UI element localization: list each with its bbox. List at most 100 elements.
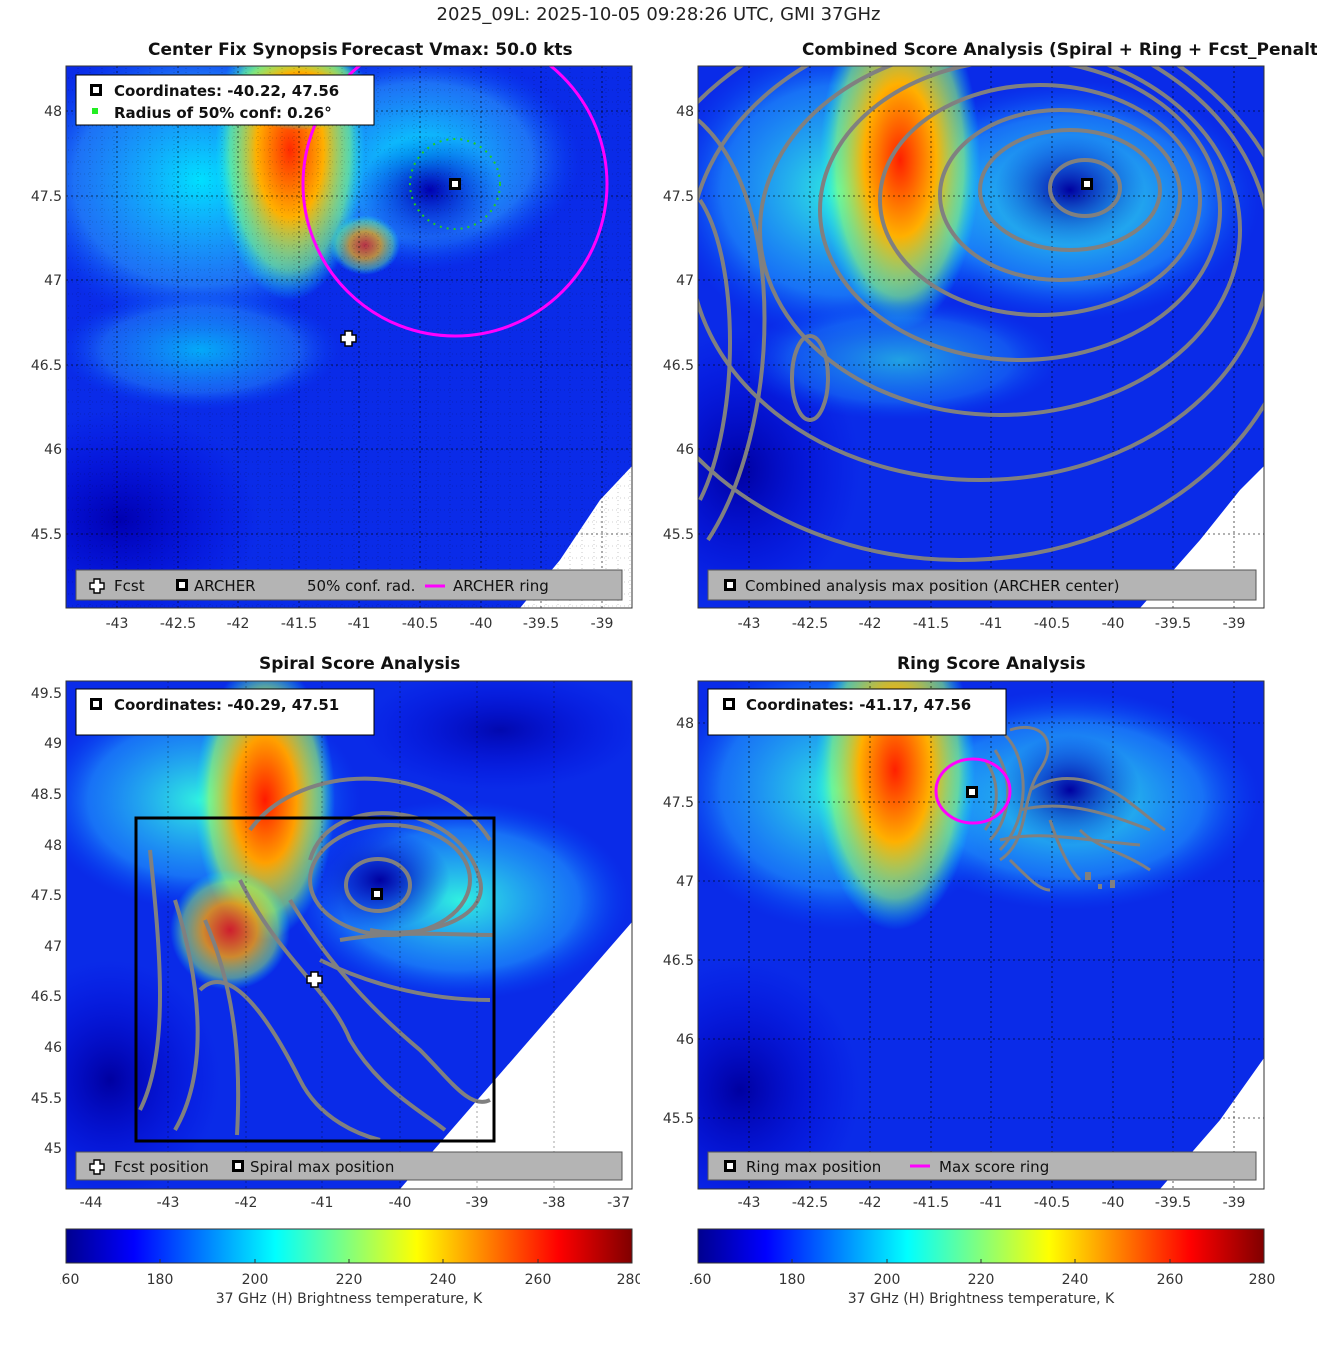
y-tick: 46 xyxy=(676,442,694,458)
y-tick: 46.5 xyxy=(663,953,694,969)
y-tick: 45.5 xyxy=(31,527,62,543)
ring-coordinates: Coordinates: -41.17, 47.56 xyxy=(746,696,971,714)
x-tick: -41 xyxy=(980,1195,1003,1211)
spiral-panel: Coordinates: -40.29, 47.51 Fcst position… xyxy=(31,680,633,1211)
colorbar-tick: 240 xyxy=(430,1272,457,1288)
x-tick: -39.5 xyxy=(1155,616,1191,632)
spiral-y-ticks: 49.5 49 48.5 48 47.5 47 46.5 46 45.5 45 xyxy=(31,686,62,1157)
y-tick: 49 xyxy=(44,736,62,752)
x-tick: -40.5 xyxy=(1034,1195,1070,1211)
y-tick: 47.5 xyxy=(31,189,62,205)
synopsis-vmax-title: Forecast Vmax: 50.0 kts xyxy=(341,40,573,60)
combined-panel: Combined analysis max position (ARCHER c… xyxy=(663,65,1265,632)
colorbar-tick: 280 xyxy=(617,1272,640,1288)
y-tick: 47 xyxy=(676,874,694,890)
colorbar-right: 160 180 200 220 240 260 280 xyxy=(690,1228,1276,1288)
x-tick: -43 xyxy=(157,1195,180,1211)
combined-score-contours xyxy=(698,66,1264,562)
x-tick: -39 xyxy=(591,616,614,632)
spiral-coordinates: Coordinates: -40.29, 47.51 xyxy=(114,696,339,714)
colorbar-tick: 280 xyxy=(1249,1272,1276,1288)
synopsis-info-box: Coordinates: -40.22, 47.56 Radius of 50%… xyxy=(75,74,375,126)
x-tick: -43 xyxy=(738,1195,761,1211)
x-tick: -44 xyxy=(80,1195,103,1211)
x-tick: -40.5 xyxy=(1034,616,1070,632)
synopsis-x-ticks: -43 -42.5 -42 -41.5 -41 -40.5 -40 -39.5 … xyxy=(106,616,614,632)
x-tick: -42 xyxy=(859,616,882,632)
y-tick: 47 xyxy=(44,273,62,289)
y-tick: 46.5 xyxy=(31,989,62,1005)
y-tick: 48 xyxy=(44,838,62,854)
x-tick: -41.5 xyxy=(281,616,317,632)
y-tick: 46 xyxy=(44,1040,62,1056)
synopsis-legend: Fcst ARCHER 50% conf. rad. ARCHER ring xyxy=(75,569,623,601)
x-tick: -41 xyxy=(311,1195,334,1211)
y-tick: 46 xyxy=(676,1032,694,1048)
colorbar-left-label: 37 GHz (H) Brightness temperature, K xyxy=(215,1291,483,1307)
y-tick: 48.5 xyxy=(31,787,62,803)
x-tick: -43 xyxy=(738,616,761,632)
synopsis-panel: Coordinates: -40.22, 47.56 Radius of 50%… xyxy=(31,65,633,632)
grid-lines xyxy=(66,66,632,608)
x-tick: -42.5 xyxy=(160,616,196,632)
combined-title: Combined Score Analysis (Spiral + Ring +… xyxy=(802,40,1317,60)
archer-ring xyxy=(301,66,609,338)
y-tick: 48 xyxy=(676,104,694,120)
x-tick: -41.5 xyxy=(913,1195,949,1211)
colorbar-tick: 160 xyxy=(60,1272,79,1288)
spiral-x-ticks: -44 -43 -42 -41 -40 -39 -38 -37 xyxy=(80,1195,630,1211)
legend-fcst: Fcst xyxy=(114,577,145,595)
combined-max-marker xyxy=(1081,178,1093,190)
spiral-title: Spiral Score Analysis xyxy=(259,654,461,674)
legend-conf-rad: 50% conf. rad. xyxy=(307,577,415,595)
y-tick: 45.5 xyxy=(31,1091,62,1107)
spiral-max-marker xyxy=(371,888,383,900)
synopsis-title: Center Fix Synopsis xyxy=(148,40,338,60)
x-tick: -42 xyxy=(227,616,250,632)
y-tick: 47.5 xyxy=(663,795,694,811)
colorbar-tick: 180 xyxy=(147,1272,174,1288)
figure-title: 2025_09L: 2025-10-05 09:28:26 UTC, GMI 3… xyxy=(436,4,881,25)
spiral-search-box xyxy=(134,816,496,1143)
x-tick: -42 xyxy=(235,1195,258,1211)
legend-spiral-max: Spiral max position xyxy=(250,1158,394,1176)
colorbar-tick: 260 xyxy=(525,1272,552,1288)
y-tick: 48 xyxy=(676,716,694,732)
legend-archer: ARCHER xyxy=(194,577,256,595)
colorbar-tick: 260 xyxy=(1157,1272,1184,1288)
conf-radius-ring xyxy=(409,138,501,230)
x-tick: -40 xyxy=(1102,1195,1125,1211)
spiral-info-box: Coordinates: -40.29, 47.51 xyxy=(75,688,375,736)
x-tick: -39.5 xyxy=(1155,1195,1191,1211)
ring-x-ticks: -43 -42.5 -42 -41.5 -41 -40.5 -40 -39.5 … xyxy=(738,1195,1246,1211)
x-tick: -41 xyxy=(348,616,371,632)
legend-fcst-position: Fcst position xyxy=(114,1158,209,1176)
colorbar-tick: 180 xyxy=(779,1272,806,1288)
spiral-score-contours xyxy=(138,776,495,1142)
grid-lines xyxy=(698,681,1264,1189)
ring-info-box: Coordinates: -41.17, 47.56 xyxy=(707,688,1007,736)
ring-legend: Ring max position Max score ring xyxy=(707,1151,1257,1181)
y-tick: 47.5 xyxy=(663,189,694,205)
x-tick: -41 xyxy=(980,616,1003,632)
x-tick: -37 xyxy=(607,1195,630,1211)
x-tick: -40 xyxy=(389,1195,412,1211)
y-tick: 47 xyxy=(44,939,62,955)
synopsis-coordinates: Coordinates: -40.22, 47.56 xyxy=(114,82,339,100)
ring-title: Ring Score Analysis xyxy=(897,654,1086,674)
combined-x-ticks: -43 -42.5 -42 -41.5 -41 -40.5 -40 -39.5 … xyxy=(738,616,1246,632)
legend-archer-ring: ARCHER ring xyxy=(453,577,549,595)
colorbar-tick: 200 xyxy=(242,1272,269,1288)
combined-legend: Combined analysis max position (ARCHER c… xyxy=(707,569,1257,601)
x-tick: -39.5 xyxy=(523,616,559,632)
ring-max-marker xyxy=(966,786,978,798)
colorbar-tick: 240 xyxy=(1062,1272,1089,1288)
y-tick: 45 xyxy=(44,1141,62,1157)
synopsis-conf-radius: Radius of 50% conf: 0.26° xyxy=(114,104,332,122)
legend-ring-max: Ring max position xyxy=(746,1158,881,1176)
colorbar-tick: 220 xyxy=(968,1272,995,1288)
colorbar-tick: 220 xyxy=(336,1272,363,1288)
x-tick: -38 xyxy=(543,1195,566,1211)
colorbar-tick: 200 xyxy=(874,1272,901,1288)
x-tick: -40.5 xyxy=(402,616,438,632)
